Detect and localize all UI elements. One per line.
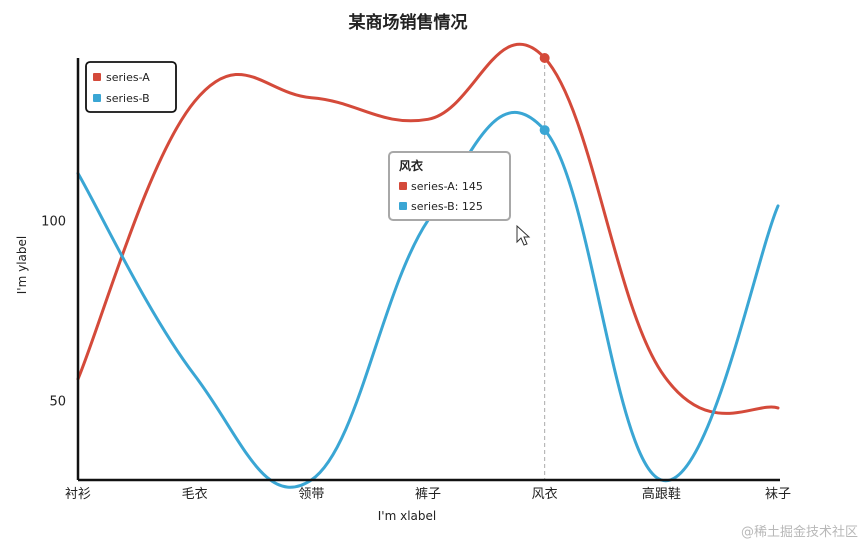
y-tick-label: 100 — [41, 214, 66, 229]
tooltip-line-a: series-A: 145 — [411, 180, 483, 193]
legend-swatch-b — [93, 94, 101, 102]
tooltip-box — [388, 151, 511, 221]
legend-label-b: series-B — [106, 92, 150, 105]
legend: series-A series-B — [85, 61, 177, 113]
x-tick-label: 衬衫 — [65, 487, 91, 502]
y-tick-label: 50 — [49, 395, 66, 410]
x-tick-label: 高跟鞋 — [642, 486, 681, 502]
tooltip-line-b: series-B: 125 — [411, 200, 483, 213]
series-layer — [76, 42, 780, 489]
mouse-cursor-icon — [516, 224, 531, 246]
x-tick-label: 领带 — [298, 487, 324, 502]
x-axis-label: I'm xlabel — [378, 509, 436, 523]
x-tick-label: 裤子 — [415, 487, 441, 502]
tooltip-swatch-b — [399, 202, 407, 210]
x-tick-label: 袜子 — [765, 487, 791, 502]
legend-swatch-a — [93, 73, 101, 81]
tooltip: 风衣 series-A: 145 series-B: 125 — [388, 151, 511, 221]
chart-title: 某商场销售情况 — [349, 12, 468, 33]
tooltip-title: 风衣 — [399, 158, 423, 173]
highlight-point-1[interactable] — [539, 125, 550, 136]
x-tick-labels: 衬衫 毛衣 领带 裤子 风衣 高跟鞋 袜子 — [65, 486, 791, 502]
y-axis-label: I'm ylabel — [15, 236, 29, 294]
x-tick-label: 风衣 — [532, 486, 558, 502]
highlight-point-0[interactable] — [539, 53, 550, 63]
legend-box — [85, 61, 177, 113]
tooltip-swatch-a — [399, 182, 407, 190]
legend-label-a: series-A — [106, 71, 150, 84]
y-tick-labels: 50 100 — [41, 214, 66, 409]
series-line-0 — [76, 42, 780, 415]
watermark: @稀土掘金技术社区 — [741, 524, 858, 540]
x-tick-label: 毛衣 — [182, 486, 208, 502]
